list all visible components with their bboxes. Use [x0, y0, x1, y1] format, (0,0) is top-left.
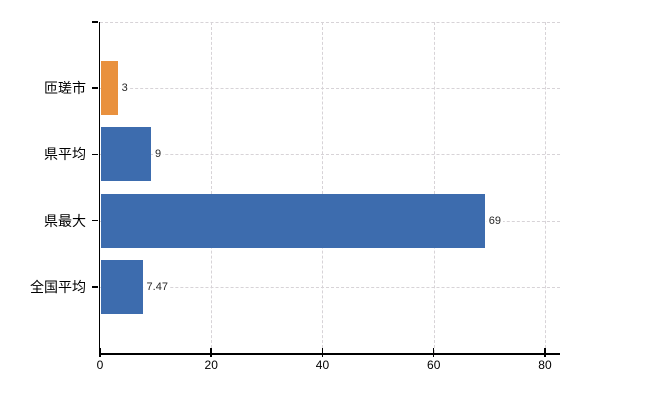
category-label-匝瑳市: 匝瑳市	[44, 80, 86, 97]
gridline-vertical	[433, 22, 435, 353]
y-axis-tick	[92, 153, 98, 156]
category-label-全国平均: 全国平均	[30, 278, 86, 295]
plot-area: 3 9 69 7.47	[92, 21, 560, 357]
gridline-vertical	[322, 22, 324, 353]
bar-全国平均	[101, 259, 143, 314]
gridline-horizontal	[100, 286, 560, 288]
x-tick-label-60: 60	[427, 358, 441, 372]
bar-県最大	[101, 193, 485, 248]
category-label-県平均: 県平均	[44, 146, 86, 163]
x-tick-label-0: 0	[96, 358, 104, 372]
category-label-県最大: 県最大	[44, 212, 86, 229]
y-axis-line	[98, 22, 100, 353]
x-axis-tick	[210, 348, 212, 357]
gridline-vertical	[544, 22, 546, 353]
x-tick-label-80: 80	[538, 358, 552, 372]
bar-匝瑳市	[101, 61, 118, 116]
x-axis-tick	[544, 348, 546, 357]
bar-value-label: 69	[486, 213, 504, 228]
y-axis-tick	[92, 21, 98, 23]
x-tick-label-20: 20	[204, 358, 218, 372]
bar-value-label: 7.47	[144, 279, 170, 294]
x-axis-tick	[99, 348, 101, 357]
x-axis-tick	[321, 348, 324, 357]
gridline-horizontal	[100, 154, 560, 156]
gridline-horizontal	[100, 88, 560, 90]
bar-value-label: 3	[119, 81, 130, 96]
x-axis-line	[98, 353, 560, 355]
x-axis-tick	[432, 348, 435, 357]
y-axis-tick	[92, 87, 98, 89]
y-axis-tick	[92, 219, 98, 222]
x-tick-label-40: 40	[315, 358, 330, 372]
gridline-horizontal	[100, 22, 560, 23]
bar-県平均	[101, 127, 152, 182]
gridline-vertical	[211, 22, 213, 353]
y-axis-tick	[92, 286, 98, 288]
bar-value-label: 9	[153, 147, 164, 162]
